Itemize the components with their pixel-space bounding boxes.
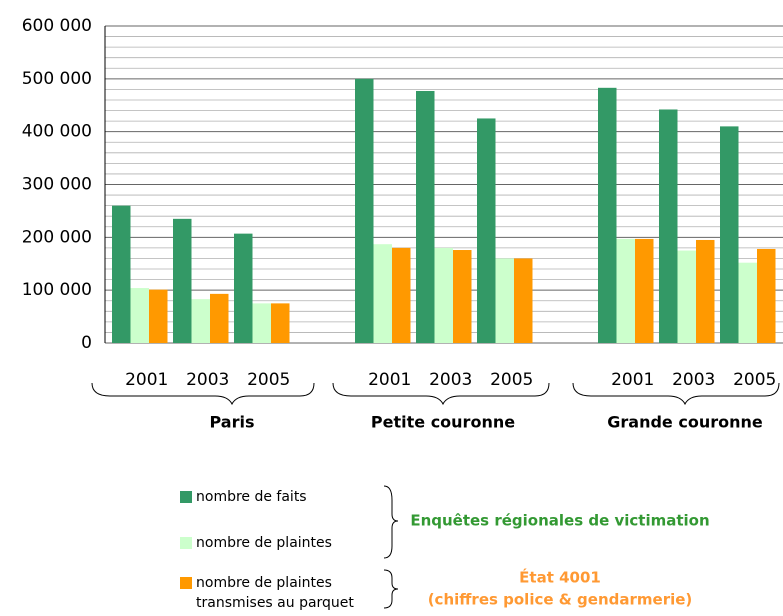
legend-swatch: [180, 577, 192, 589]
bar: [416, 90, 435, 343]
x-tick-label: 2001: [125, 370, 168, 390]
bar: [720, 126, 739, 343]
bar: [210, 293, 229, 343]
bar: [635, 238, 654, 343]
bar: [373, 244, 392, 343]
y-tick-label: 300 000: [22, 175, 92, 195]
x-tick-label: 2005: [247, 370, 290, 390]
x-tick-label: 2005: [490, 370, 533, 390]
legend-brace: [383, 569, 399, 609]
group-label: Petite couronne: [371, 413, 515, 432]
bar: [453, 250, 472, 343]
bar: [149, 289, 168, 343]
bar: [598, 87, 617, 343]
bar: [355, 78, 374, 343]
bar: [392, 247, 411, 343]
group-brace: [332, 382, 550, 406]
bar: [659, 109, 678, 343]
bar: [738, 262, 757, 343]
y-tick-label: 200 000: [22, 227, 92, 247]
x-tick-label: 2005: [733, 370, 776, 390]
legend-brace: [383, 485, 399, 559]
group-brace: [91, 382, 315, 406]
y-tick-label: 100 000: [22, 280, 92, 300]
group-label: Grande couronne: [607, 413, 763, 432]
x-tick-label: 2001: [368, 370, 411, 390]
bar: [271, 303, 290, 343]
y-tick-label: 600 000: [22, 16, 92, 36]
bar: [757, 248, 776, 343]
group-label: Paris: [210, 413, 255, 432]
bar: [616, 238, 635, 343]
bar: [495, 258, 514, 343]
bar: [696, 239, 715, 343]
y-tick-label: 500 000: [22, 69, 92, 89]
annotation: État 4001: [519, 568, 601, 587]
bar: [477, 118, 496, 343]
bar: [677, 250, 696, 343]
bar: [434, 247, 453, 343]
legend-label: nombre de plaintes: [196, 535, 332, 551]
x-tick-label: 2003: [429, 370, 472, 390]
bar: [173, 218, 192, 343]
bar: [514, 258, 533, 343]
y-tick-label: 400 000: [22, 122, 92, 142]
legend-swatch: [180, 537, 192, 549]
annotation: (chiffres police & gendarmerie): [428, 591, 693, 609]
group-brace: [572, 382, 780, 406]
y-tick-label: 0: [81, 333, 92, 353]
bar: [130, 288, 149, 343]
legend-label: nombre de faits: [196, 489, 307, 505]
braces: [91, 382, 780, 609]
annotation: Enquêtes régionales de victimation: [410, 512, 709, 530]
x-tick-label: 2001: [611, 370, 654, 390]
bar: [191, 299, 210, 343]
bar: [234, 233, 253, 343]
x-tick-label: 2003: [672, 370, 715, 390]
bar: [112, 205, 131, 343]
bar: [252, 303, 271, 343]
legend-label: nombre de plaintes transmises au parquet: [196, 575, 354, 611]
legend-swatch: [180, 491, 192, 503]
x-tick-label: 2003: [186, 370, 229, 390]
